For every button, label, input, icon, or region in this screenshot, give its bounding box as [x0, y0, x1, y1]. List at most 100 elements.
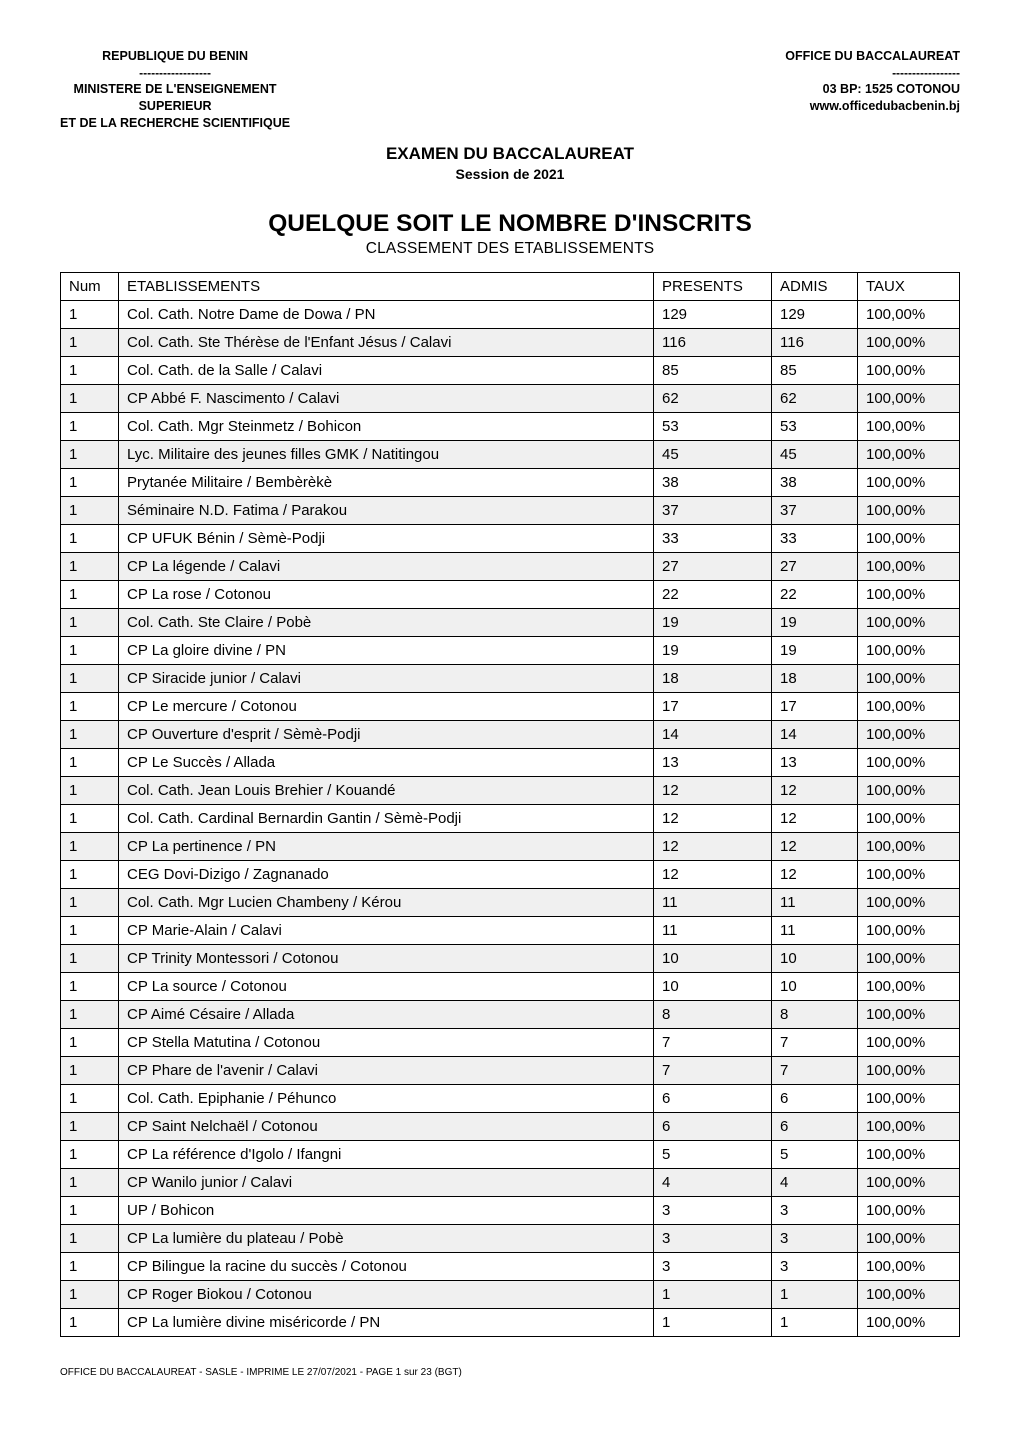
table-cell: 100,00%	[858, 832, 960, 860]
table-row: 1UP / Bohicon33100,00%	[61, 1196, 960, 1224]
table-cell: 11	[772, 888, 858, 916]
table-cell: 33	[654, 524, 772, 552]
table-cell: Col. Cath. Epiphanie / Péhunco	[119, 1084, 654, 1112]
table-cell: CP La source / Cotonou	[119, 972, 654, 1000]
table-row: 1CEG Dovi-Dizigo / Zagnanado1212100,00%	[61, 860, 960, 888]
table-row: 1CP Roger Biokou / Cotonou11100,00%	[61, 1280, 960, 1308]
table-cell: 27	[654, 552, 772, 580]
table-cell: 53	[772, 412, 858, 440]
header-left-line3: SUPERIEUR	[60, 98, 290, 115]
table-row: 1Col. Cath. Cardinal Bernardin Gantin / …	[61, 804, 960, 832]
table-cell: 12	[654, 804, 772, 832]
header-right-line1: OFFICE DU BACCALAUREAT	[785, 48, 960, 65]
table-row: 1CP Wanilo junior / Calavi44100,00%	[61, 1168, 960, 1196]
table-cell: 100,00%	[858, 1280, 960, 1308]
table-cell: 1	[61, 860, 119, 888]
header-right-sep: -----------------	[785, 65, 960, 81]
table-cell: 37	[772, 496, 858, 524]
table-cell: 1	[61, 328, 119, 356]
table-cell: 62	[654, 384, 772, 412]
table-cell: 116	[772, 328, 858, 356]
table-cell: 27	[772, 552, 858, 580]
table-cell: 100,00%	[858, 1000, 960, 1028]
table-cell: 22	[654, 580, 772, 608]
table-cell: 3	[772, 1224, 858, 1252]
table-cell: 12	[772, 860, 858, 888]
table-cell: 1	[61, 440, 119, 468]
table-cell: 19	[772, 636, 858, 664]
table-cell: 22	[772, 580, 858, 608]
table-cell: 8	[772, 1000, 858, 1028]
table-cell: 100,00%	[858, 888, 960, 916]
table-cell: 7	[772, 1056, 858, 1084]
table-cell: 1	[61, 356, 119, 384]
header-right-block: OFFICE DU BACCALAUREAT -----------------…	[785, 48, 960, 115]
table-cell: CEG Dovi-Dizigo / Zagnanado	[119, 860, 654, 888]
table-cell: 3	[772, 1252, 858, 1280]
table-cell: 100,00%	[858, 440, 960, 468]
table-row: 1Prytanée Militaire / Bembèrèkè3838100,0…	[61, 468, 960, 496]
table-cell: 1	[61, 692, 119, 720]
table-cell: CP Roger Biokou / Cotonou	[119, 1280, 654, 1308]
table-cell: 10	[654, 944, 772, 972]
table-cell: 19	[772, 608, 858, 636]
header-left-sep: ------------------	[60, 65, 290, 81]
table-cell: CP Aimé Césaire / Allada	[119, 1000, 654, 1028]
table-row: 1Col. Cath. Notre Dame de Dowa / PN12912…	[61, 300, 960, 328]
table-cell: 7	[654, 1028, 772, 1056]
table-cell: CP La gloire divine / PN	[119, 636, 654, 664]
table-cell: Col. Cath. Jean Louis Brehier / Kouandé	[119, 776, 654, 804]
table-row: 1CP Saint Nelchaël / Cotonou66100,00%	[61, 1112, 960, 1140]
header-left-block: REPUBLIQUE DU BENIN ------------------ M…	[60, 48, 290, 132]
table-cell: 3	[654, 1224, 772, 1252]
table-cell: 7	[654, 1056, 772, 1084]
table-cell: 100,00%	[858, 916, 960, 944]
table-cell: 1	[61, 888, 119, 916]
table-cell: 53	[654, 412, 772, 440]
table-cell: 1	[61, 1252, 119, 1280]
table-cell: 19	[654, 608, 772, 636]
table-row: 1CP Bilingue la racine du succès / Coton…	[61, 1252, 960, 1280]
table-cell: CP Le mercure / Cotonou	[119, 692, 654, 720]
table-cell: 100,00%	[858, 468, 960, 496]
table-cell: CP La légende / Calavi	[119, 552, 654, 580]
table-cell: 37	[654, 496, 772, 524]
table-cell: CP Bilingue la racine du succès / Cotono…	[119, 1252, 654, 1280]
column-header: Num	[61, 272, 119, 300]
ranking-table: NumETABLISSEMENTSPRESENTSADMISTAUX 1Col.…	[60, 272, 960, 1337]
table-row: 1CP Siracide junior / Calavi1818100,00%	[61, 664, 960, 692]
table-cell: CP UFUK Bénin / Sèmè-Podji	[119, 524, 654, 552]
table-cell: 17	[654, 692, 772, 720]
table-cell: 100,00%	[858, 1168, 960, 1196]
table-cell: 100,00%	[858, 804, 960, 832]
table-row: 1Col. Cath. Ste Claire / Pobè1919100,00%	[61, 608, 960, 636]
table-cell: 8	[654, 1000, 772, 1028]
table-cell: 100,00%	[858, 356, 960, 384]
table-cell: 13	[654, 748, 772, 776]
table-cell: 100,00%	[858, 944, 960, 972]
table-row: 1CP La pertinence / PN1212100,00%	[61, 832, 960, 860]
table-cell: 33	[772, 524, 858, 552]
table-row: 1CP Phare de l'avenir / Calavi77100,00%	[61, 1056, 960, 1084]
table-cell: 6	[772, 1084, 858, 1112]
table-cell: 1	[61, 468, 119, 496]
table-cell: CP Phare de l'avenir / Calavi	[119, 1056, 654, 1084]
table-cell: 3	[654, 1252, 772, 1280]
table-cell: 45	[654, 440, 772, 468]
table-cell: Col. Cath. de la Salle / Calavi	[119, 356, 654, 384]
table-row: 1CP Le mercure / Cotonou1717100,00%	[61, 692, 960, 720]
table-row: 1Col. Cath. Epiphanie / Péhunco66100,00%	[61, 1084, 960, 1112]
table-cell: Col. Cath. Mgr Steinmetz / Bohicon	[119, 412, 654, 440]
table-row: 1CP Trinity Montessori / Cotonou1010100,…	[61, 944, 960, 972]
table-row: 1Col. Cath. Mgr Lucien Chambeny / Kérou1…	[61, 888, 960, 916]
column-header: ADMIS	[772, 272, 858, 300]
table-cell: 1	[772, 1280, 858, 1308]
table-cell: Col. Cath. Ste Thérèse de l'Enfant Jésus…	[119, 328, 654, 356]
table-cell: CP Marie-Alain / Calavi	[119, 916, 654, 944]
table-cell: 11	[654, 916, 772, 944]
table-cell: 12	[654, 832, 772, 860]
table-cell: Prytanée Militaire / Bembèrèkè	[119, 468, 654, 496]
table-row: 1Col. Cath. Ste Thérèse de l'Enfant Jésu…	[61, 328, 960, 356]
table-cell: 100,00%	[858, 776, 960, 804]
exam-title: EXAMEN DU BACCALAUREAT	[60, 144, 960, 164]
